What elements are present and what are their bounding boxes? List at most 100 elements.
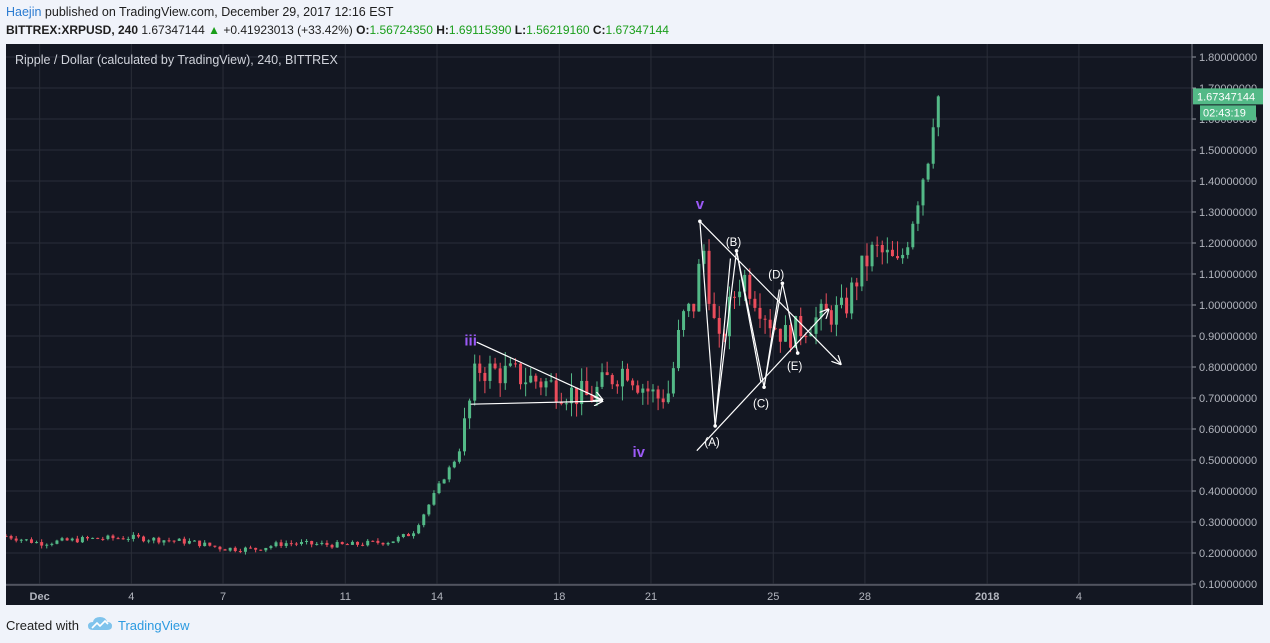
candle-body (406, 534, 410, 537)
candle-body (422, 514, 426, 526)
candle-body (687, 303, 691, 312)
candle-body (636, 385, 640, 393)
candle-body (259, 549, 263, 551)
candle-body (386, 542, 390, 545)
annotation-point (795, 351, 800, 355)
candle-body (549, 380, 553, 382)
candle-body (152, 537, 156, 541)
y-tick-label: 1.20000000 (1199, 238, 1257, 250)
candle-body (182, 538, 186, 544)
candle-body (656, 389, 660, 399)
annotation-line (735, 250, 762, 383)
high-label: H: (436, 23, 449, 37)
candle-body (814, 317, 818, 334)
candle-body (773, 328, 777, 330)
candle-body (707, 250, 711, 304)
annotation-point (734, 248, 739, 253)
candle-body (356, 541, 360, 545)
close-label: C: (592, 23, 606, 37)
y-tick-label: 0.50000000 (1199, 455, 1257, 467)
candle-body (865, 255, 869, 267)
candle-body (45, 544, 49, 546)
point-label: (C) (753, 398, 769, 410)
y-tick-label: 1.10000000 (1199, 269, 1257, 281)
publication-header: Haejin published on TradingView.com, Dec… (0, 0, 1270, 44)
chart-canvas[interactable]: 1.800000001.700000001.600000001.50000000… (4, 44, 1263, 605)
annotation-line (699, 220, 841, 364)
candle-body (4, 535, 8, 537)
tradingview-cloud-icon (88, 617, 112, 630)
candle-body (651, 389, 655, 392)
candle-body (233, 547, 237, 552)
annotation-point (780, 281, 785, 286)
candle-body (697, 263, 701, 312)
candle-body (350, 541, 354, 545)
candle-body (320, 542, 324, 544)
candle-body (702, 250, 706, 264)
candle-body (564, 403, 568, 405)
wave-label: v (696, 196, 705, 213)
candle-body (488, 363, 492, 381)
y-tick-label: 0.30000000 (1199, 517, 1257, 529)
annotation-point (762, 385, 766, 389)
candle-body (508, 363, 512, 366)
candle-body (442, 479, 446, 484)
candle-body (299, 541, 303, 545)
candle-body (916, 205, 920, 224)
candle-body (885, 249, 889, 253)
candle-body (269, 546, 273, 548)
candle-body (75, 538, 79, 543)
candle-body (712, 303, 716, 318)
candle-body (850, 282, 854, 314)
candle-body (91, 537, 95, 539)
candle-body (544, 381, 548, 388)
tradingview-brand-link[interactable]: TradingView (118, 618, 190, 633)
candle-body (335, 542, 339, 548)
last-price: 1.67347144 (141, 23, 205, 37)
candle-body (666, 393, 670, 403)
candle-body (70, 538, 74, 541)
candle-body (325, 542, 329, 545)
y-tick-label: 1.50000000 (1199, 145, 1257, 157)
candle-body (799, 315, 803, 337)
candle-body (661, 398, 665, 403)
candle-body (213, 545, 217, 547)
y-tick-label: 1.40000000 (1199, 176, 1257, 188)
annotation-point (698, 219, 702, 224)
candle-body (376, 540, 380, 543)
last-price-tag-label: 1.67347144 (1197, 91, 1255, 103)
y-tick-label: 1.30000000 (1199, 207, 1257, 219)
candle-body (371, 540, 375, 542)
candle-body (529, 375, 533, 383)
published-text: published on TradingView.com, December 2… (44, 5, 394, 19)
wave-label: iii (464, 332, 477, 349)
chart-title: Ripple / Dollar (calculated by TradingVi… (15, 53, 338, 67)
low-label: L: (514, 23, 527, 37)
candle-body (208, 542, 212, 546)
candle-body (50, 543, 54, 545)
candle-body (794, 315, 798, 348)
x-tick-label: 25 (767, 591, 779, 603)
candle-body (676, 329, 680, 369)
candle-body (519, 363, 523, 385)
candle-body (86, 537, 90, 539)
candle-body (875, 244, 879, 246)
candle-body (279, 542, 283, 546)
price-chart[interactable]: 1.800000001.700000001.600000001.50000000… (4, 44, 1263, 605)
candle-body (753, 298, 757, 308)
candle-body (142, 536, 146, 542)
candle-body (641, 388, 645, 393)
candle-body (931, 127, 935, 164)
annotation-line (699, 221, 799, 426)
candle-body (733, 296, 737, 298)
y-tick-label: 0.90000000 (1199, 331, 1257, 343)
candle-body (590, 395, 594, 402)
candle-body (19, 539, 23, 541)
point-label: (B) (726, 237, 742, 249)
candle-body (126, 538, 130, 540)
candle-body (605, 372, 609, 376)
y-tick-label: 0.80000000 (1199, 362, 1257, 374)
author-link[interactable]: Haejin (6, 5, 42, 19)
x-tick-label: 14 (431, 591, 443, 603)
candle-body (106, 535, 110, 539)
